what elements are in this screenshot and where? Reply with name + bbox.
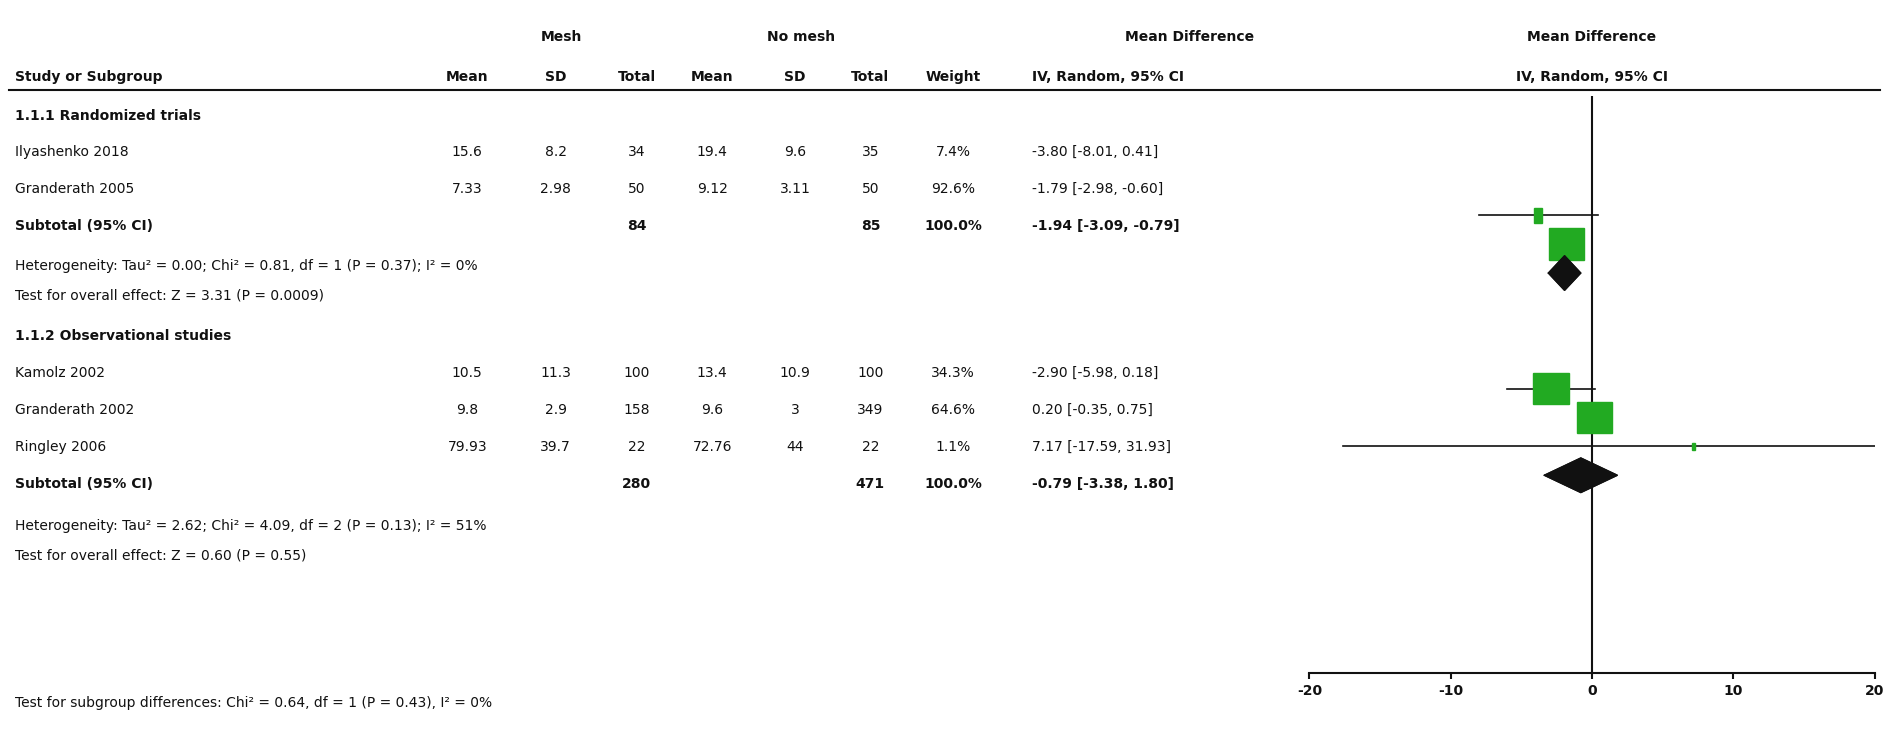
- Text: Weight: Weight: [925, 70, 982, 85]
- Text: -1.94 [-3.09, -0.79]: -1.94 [-3.09, -0.79]: [1032, 219, 1179, 233]
- Text: Subtotal (95% CI): Subtotal (95% CI): [15, 219, 153, 233]
- Text: 8.2: 8.2: [544, 145, 567, 160]
- Text: 92.6%: 92.6%: [931, 182, 976, 197]
- Text: 22: 22: [861, 439, 880, 454]
- Text: Subtotal (95% CI): Subtotal (95% CI): [15, 476, 153, 491]
- Text: 7.4%: 7.4%: [936, 145, 970, 160]
- Text: Kamolz 2002: Kamolz 2002: [15, 366, 106, 381]
- Text: 158: 158: [624, 403, 650, 417]
- Text: Mean Difference: Mean Difference: [1528, 29, 1656, 44]
- Text: 85: 85: [861, 219, 880, 233]
- Text: 471: 471: [855, 476, 885, 491]
- Text: 9.6: 9.6: [701, 403, 723, 417]
- Text: Granderath 2005: Granderath 2005: [15, 182, 134, 197]
- Bar: [1549, 228, 1584, 260]
- Text: 44: 44: [786, 439, 804, 454]
- Text: Mean: Mean: [691, 70, 733, 85]
- Text: Heterogeneity: Tau² = 2.62; Chi² = 4.09, df = 2 (P = 0.13); I² = 51%: Heterogeneity: Tau² = 2.62; Chi² = 4.09,…: [15, 519, 486, 534]
- Bar: [1534, 208, 1543, 223]
- Text: 9.6: 9.6: [784, 145, 806, 160]
- Text: 100: 100: [624, 366, 650, 381]
- Text: 7.17 [-17.59, 31.93]: 7.17 [-17.59, 31.93]: [1032, 439, 1172, 454]
- Text: No mesh: No mesh: [767, 29, 835, 44]
- Text: Mean Difference: Mean Difference: [1125, 29, 1255, 44]
- Text: 3: 3: [791, 403, 799, 417]
- Polygon shape: [1549, 255, 1581, 291]
- Text: 22: 22: [627, 439, 646, 454]
- Text: IV, Random, 95% CI: IV, Random, 95% CI: [1032, 70, 1185, 85]
- Text: SD: SD: [784, 70, 806, 85]
- Text: 35: 35: [861, 145, 880, 160]
- Text: 9.12: 9.12: [697, 182, 727, 197]
- Bar: [1534, 372, 1569, 405]
- Text: 1.1.1 Randomized trials: 1.1.1 Randomized trials: [15, 108, 202, 123]
- Text: Mesh: Mesh: [541, 29, 582, 44]
- Bar: [1692, 443, 1696, 450]
- Text: 64.6%: 64.6%: [931, 403, 976, 417]
- Text: -1.79 [-2.98, -0.60]: -1.79 [-2.98, -0.60]: [1032, 182, 1164, 197]
- Text: Heterogeneity: Tau² = 0.00; Chi² = 0.81, df = 1 (P = 0.37); I² = 0%: Heterogeneity: Tau² = 0.00; Chi² = 0.81,…: [15, 259, 479, 274]
- Text: Total: Total: [852, 70, 889, 85]
- Text: 50: 50: [861, 182, 880, 197]
- Text: 50: 50: [627, 182, 646, 197]
- Text: 9.8: 9.8: [456, 403, 479, 417]
- Text: Total: Total: [618, 70, 656, 85]
- Text: -2.90 [-5.98, 0.18]: -2.90 [-5.98, 0.18]: [1032, 366, 1159, 381]
- Text: Ilyashenko 2018: Ilyashenko 2018: [15, 145, 128, 160]
- Text: SD: SD: [544, 70, 567, 85]
- Text: Test for subgroup differences: Chi² = 0.64, df = 1 (P = 0.43), I² = 0%: Test for subgroup differences: Chi² = 0.…: [15, 696, 492, 710]
- Text: 100: 100: [857, 366, 884, 381]
- Text: 1.1.2 Observational studies: 1.1.2 Observational studies: [15, 329, 232, 344]
- Text: 10.5: 10.5: [452, 366, 482, 381]
- Text: 39.7: 39.7: [541, 439, 571, 454]
- Polygon shape: [1545, 458, 1616, 492]
- Text: 10.9: 10.9: [780, 366, 810, 381]
- Text: 1.1%: 1.1%: [936, 439, 970, 454]
- Text: -3.80 [-8.01, 0.41]: -3.80 [-8.01, 0.41]: [1032, 145, 1159, 160]
- Text: 11.3: 11.3: [541, 366, 571, 381]
- Text: 349: 349: [857, 403, 884, 417]
- Text: 13.4: 13.4: [697, 366, 727, 381]
- Text: 84: 84: [627, 219, 646, 233]
- Text: 79.93: 79.93: [447, 439, 488, 454]
- Text: Study or Subgroup: Study or Subgroup: [15, 70, 162, 85]
- Text: 72.76: 72.76: [693, 439, 731, 454]
- Text: 280: 280: [622, 476, 652, 491]
- Text: 100.0%: 100.0%: [925, 219, 982, 233]
- Text: IV, Random, 95% CI: IV, Random, 95% CI: [1517, 70, 1667, 85]
- Text: -0.79 [-3.38, 1.80]: -0.79 [-3.38, 1.80]: [1032, 476, 1174, 491]
- Text: 2.9: 2.9: [544, 403, 567, 417]
- Text: 15.6: 15.6: [452, 145, 482, 160]
- Text: 34.3%: 34.3%: [931, 366, 976, 381]
- Text: Test for overall effect: Z = 0.60 (P = 0.55): Test for overall effect: Z = 0.60 (P = 0…: [15, 548, 307, 563]
- Bar: [1577, 402, 1613, 434]
- Text: 7.33: 7.33: [452, 182, 482, 197]
- Text: 19.4: 19.4: [697, 145, 727, 160]
- Text: 100.0%: 100.0%: [925, 476, 982, 491]
- Text: 3.11: 3.11: [780, 182, 810, 197]
- Text: Ringley 2006: Ringley 2006: [15, 439, 106, 454]
- Text: 2.98: 2.98: [541, 182, 571, 197]
- Text: Test for overall effect: Z = 3.31 (P = 0.0009): Test for overall effect: Z = 3.31 (P = 0…: [15, 289, 324, 303]
- Text: 34: 34: [627, 145, 646, 160]
- Text: Granderath 2002: Granderath 2002: [15, 403, 134, 417]
- Text: 0.20 [-0.35, 0.75]: 0.20 [-0.35, 0.75]: [1032, 403, 1153, 417]
- Text: Mean: Mean: [447, 70, 488, 85]
